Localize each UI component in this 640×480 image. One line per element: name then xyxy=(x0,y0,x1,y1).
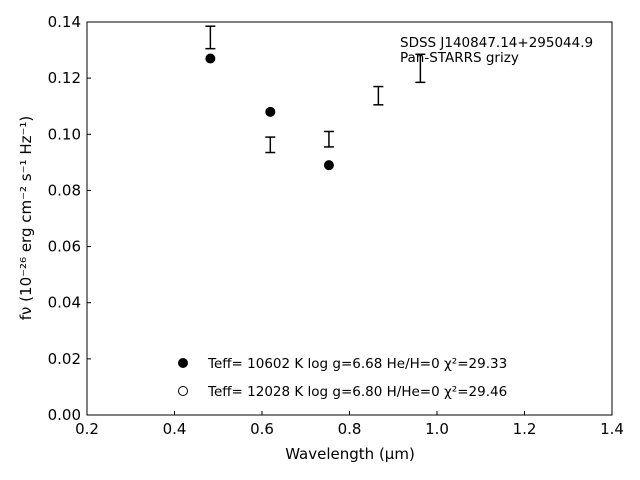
y-tick-label: 0.00 xyxy=(48,406,81,424)
y-tick-label: 0.12 xyxy=(48,69,81,87)
y-tick-label: 0.04 xyxy=(48,294,81,312)
x-axis-title: Wavelength (μm) xyxy=(285,445,415,463)
plot-frame xyxy=(86,21,613,416)
y-axis-title: fν (10⁻²⁶ erg cm⁻² s⁻¹ Hz⁻¹) xyxy=(17,116,35,321)
annotation-object: SDSS J140847.14+295044.9 xyxy=(400,35,593,51)
annotation-survey: Pan-STARRS grizy xyxy=(400,50,519,66)
model-point-series-1 xyxy=(323,160,334,171)
error-bar xyxy=(205,25,216,50)
x-tick-label: 1.4 xyxy=(600,420,624,438)
legend-entry-2: Teff= 12028 K log g=6.80 H/He=0 χ²=29.46 xyxy=(207,384,507,400)
model-point-series-1 xyxy=(265,106,276,117)
y-tick-label: 0.02 xyxy=(48,350,81,368)
x-tick-label: 0.2 xyxy=(75,420,99,438)
y-tick-label: 0.14 xyxy=(48,13,81,31)
y-tick-label: 0.08 xyxy=(48,181,81,199)
x-tick-label: 1.0 xyxy=(425,420,449,438)
y-tick-label: 0.06 xyxy=(48,238,81,256)
legend-marker-filled xyxy=(178,358,188,368)
x-tick-label: 0.8 xyxy=(338,420,362,438)
model-point-series-1 xyxy=(205,53,216,64)
y-tick-label: 0.10 xyxy=(48,125,81,143)
x-tick-label: 1.2 xyxy=(513,420,537,438)
x-tick-label: 0.6 xyxy=(250,420,274,438)
x-tick-label: 0.4 xyxy=(163,420,187,438)
legend-marker-open xyxy=(178,386,188,396)
error-bar xyxy=(265,136,276,154)
error-bar xyxy=(373,85,384,106)
legend: Teff= 10602 K log g=6.68 He/H=0 χ²=29.33… xyxy=(178,356,507,400)
error-bar xyxy=(323,130,334,148)
legend-entry-1: Teff= 10602 K log g=6.68 He/H=0 χ²=29.33 xyxy=(207,356,507,372)
error-bar xyxy=(415,53,426,84)
